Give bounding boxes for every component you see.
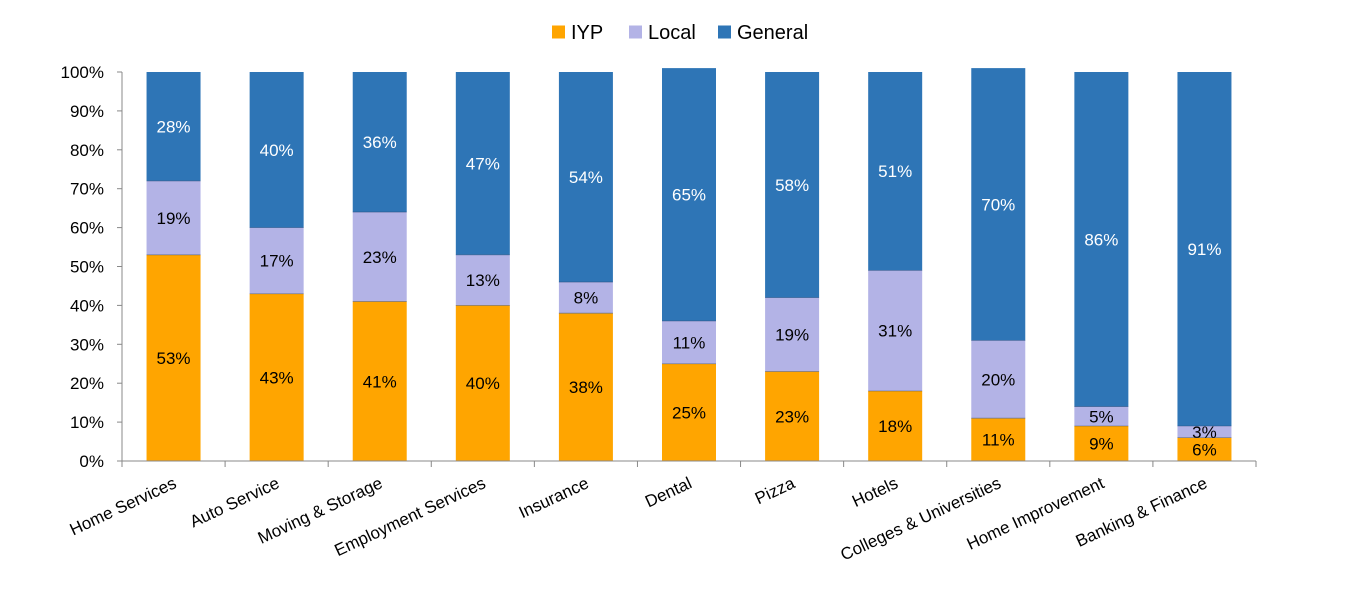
- bar-local-hotels: [868, 270, 923, 391]
- data-label-iyp-hotels: 18%: [878, 417, 912, 436]
- bar-local-auto-service: [249, 227, 304, 294]
- bar-general-dental: [662, 68, 716, 321]
- data-label-general-auto-service: 40%: [260, 141, 294, 160]
- bar-general-auto-service: [249, 72, 304, 228]
- data-label-local-hotels: 31%: [878, 322, 912, 341]
- bar-general-home-services: [146, 72, 201, 181]
- bar-general-employment-services: [455, 72, 510, 255]
- data-label-general-employment-services: 47%: [466, 154, 500, 173]
- data-label-local-banking-and-finance: 3%: [1192, 423, 1217, 442]
- legend-swatch-general: [718, 25, 731, 39]
- data-label-general-moving-and-storage: 36%: [363, 133, 397, 152]
- data-label-local-colleges-and-universities: 20%: [981, 370, 1015, 389]
- bar-iyp-banking-and-finance: [1177, 437, 1232, 461]
- x-tick-label-home-services: Home Services: [67, 473, 179, 539]
- bar-iyp-auto-service: [249, 293, 304, 461]
- data-label-local-dental: 11%: [673, 333, 706, 352]
- bar-iyp-dental: [662, 363, 716, 461]
- bar-general-insurance: [558, 72, 613, 283]
- bar-iyp-moving-and-storage: [352, 301, 407, 461]
- x-tick-label-pizza: Pizza: [752, 473, 798, 508]
- bar-local-home-improvement: [1074, 406, 1129, 426]
- bar-local-employment-services: [455, 254, 510, 306]
- bar-general-colleges-and-universities: [971, 68, 1026, 341]
- x-tick-label-hotels: Hotels: [849, 473, 901, 511]
- data-label-general-dental: 65%: [672, 186, 706, 205]
- data-label-local-pizza: 19%: [775, 326, 809, 345]
- y-tick-label: 40%: [70, 296, 104, 315]
- data-label-general-pizza: 58%: [775, 176, 809, 195]
- data-label-general-home-services: 28%: [157, 117, 191, 136]
- data-label-general-hotels: 51%: [878, 162, 912, 181]
- bar-local-insurance: [558, 282, 613, 314]
- y-axis: 0% 10% 20% 30% 40% 50% 60% 70% 80% 90% 100%: [61, 63, 123, 471]
- legend-swatch-local: [629, 25, 642, 39]
- data-label-local-employment-services: 13%: [466, 271, 500, 290]
- y-tick-label: 80%: [70, 141, 104, 160]
- bar-local-home-services: [146, 180, 201, 255]
- data-label-local-home-improvement: 5%: [1089, 407, 1114, 426]
- bar-local-dental: [662, 320, 716, 364]
- bar-iyp-employment-services: [455, 305, 510, 461]
- bar-local-moving-and-storage: [352, 212, 407, 302]
- y-tick-label: 50%: [70, 258, 104, 277]
- y-tick-label: 100%: [61, 63, 104, 82]
- bar-local-colleges-and-universities: [971, 340, 1026, 419]
- data-label-iyp-banking-and-finance: 6%: [1192, 440, 1217, 459]
- bar-general-hotels: [868, 72, 923, 271]
- data-label-iyp-pizza: 23%: [775, 407, 809, 426]
- x-tick-label-auto-service: Auto Service: [187, 473, 282, 531]
- y-tick-label: 20%: [70, 374, 104, 393]
- bar-general-pizza: [765, 72, 820, 298]
- bar-general-banking-and-finance: [1177, 72, 1232, 426]
- chart-legend: IYP Local General: [552, 22, 808, 44]
- bar-iyp-colleges-and-universities: [971, 418, 1026, 461]
- bars: 53% 19% 28% 43% 17% 40% 41% 23% 36% 40% 13% 47% 38% 8…: [146, 68, 1232, 461]
- y-tick-label: 70%: [70, 180, 104, 199]
- data-label-iyp-moving-and-storage: 41%: [363, 372, 397, 391]
- y-tick-label: 10%: [70, 413, 104, 432]
- bar-local-banking-and-finance: [1177, 425, 1232, 438]
- data-label-iyp-colleges-and-universities: 11%: [982, 431, 1015, 450]
- data-label-local-auto-service: 17%: [260, 252, 294, 271]
- bar-iyp-hotels: [868, 390, 923, 461]
- bar-iyp-pizza: [765, 371, 820, 461]
- y-tick-label: 90%: [70, 102, 104, 121]
- bar-iyp-home-improvement: [1074, 425, 1129, 461]
- data-label-iyp-home-services: 53%: [157, 349, 191, 368]
- data-label-iyp-insurance: 38%: [569, 378, 603, 397]
- data-label-iyp-auto-service: 43%: [260, 368, 294, 387]
- y-tick-label: 60%: [70, 219, 104, 238]
- data-label-local-insurance: 8%: [574, 289, 599, 308]
- bar-local-pizza: [765, 297, 820, 372]
- bar-iyp-home-services: [146, 254, 201, 461]
- x-tick-label-dental: Dental: [642, 473, 695, 511]
- data-label-iyp-dental: 25%: [672, 403, 706, 422]
- data-label-local-home-services: 19%: [157, 209, 191, 228]
- data-label-local-moving-and-storage: 23%: [363, 248, 397, 267]
- bar-general-home-improvement: [1074, 72, 1129, 407]
- data-label-general-banking-and-finance: 91%: [1187, 240, 1221, 259]
- data-label-general-home-improvement: 86%: [1084, 230, 1118, 249]
- data-label-iyp-employment-services: 40%: [466, 374, 500, 393]
- legend-label-general: General: [737, 22, 808, 44]
- x-tick-label-insurance: Insurance: [516, 473, 592, 522]
- legend-label-iyp: IYP: [571, 22, 603, 44]
- y-tick-label: 30%: [70, 335, 104, 354]
- y-tick-label: 0%: [79, 452, 104, 471]
- data-label-general-colleges-and-universities: 70%: [981, 195, 1015, 214]
- data-label-general-insurance: 54%: [569, 168, 603, 187]
- legend-label-local: Local: [648, 22, 696, 44]
- bar-general-moving-and-storage: [352, 72, 407, 213]
- data-label-iyp-home-improvement: 9%: [1089, 434, 1114, 453]
- bar-iyp-insurance: [558, 313, 613, 461]
- legend-swatch-iyp: [552, 25, 565, 39]
